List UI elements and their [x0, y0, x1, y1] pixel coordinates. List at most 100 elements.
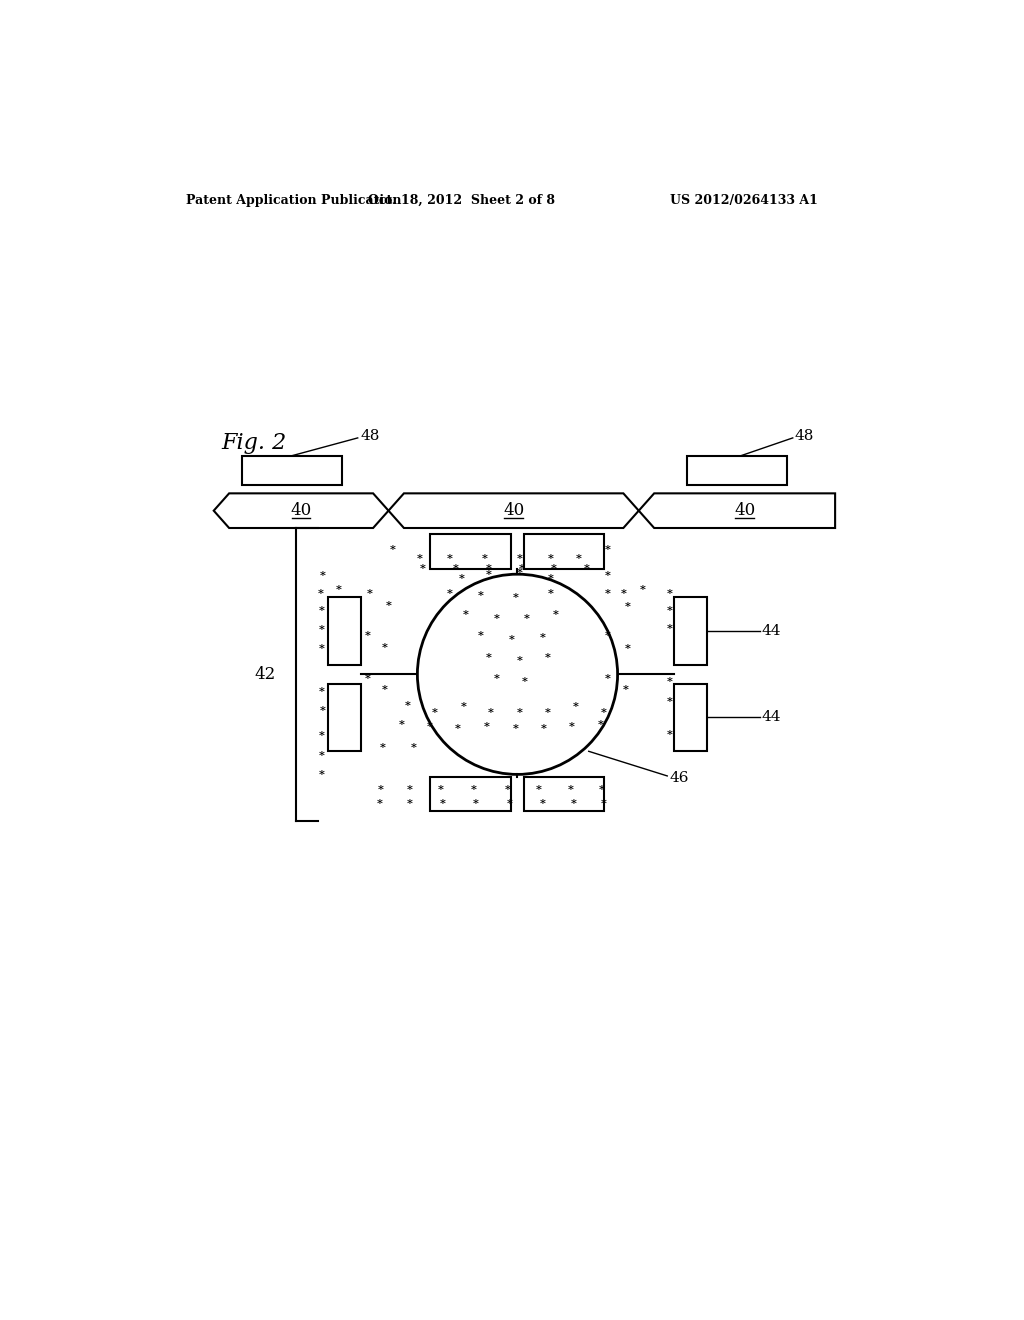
Text: *: *: [336, 585, 341, 595]
Text: *: *: [404, 700, 411, 710]
Text: 44: 44: [762, 710, 781, 725]
Text: *: *: [478, 631, 484, 642]
Text: *: *: [568, 784, 573, 795]
Text: *: *: [507, 799, 513, 809]
Text: *: *: [438, 784, 443, 795]
Text: *: *: [551, 564, 557, 574]
Text: 48: 48: [795, 429, 814, 442]
Text: *: *: [597, 719, 603, 730]
Text: *: *: [382, 684, 388, 696]
Text: Patent Application Publication: Patent Application Publication: [186, 194, 401, 207]
Text: *: *: [447, 587, 453, 599]
Text: *: *: [398, 719, 404, 730]
Text: *: *: [318, 730, 325, 742]
Bar: [430, 776, 511, 812]
Text: *: *: [460, 701, 466, 713]
Text: 42: 42: [255, 665, 275, 682]
Text: *: *: [541, 723, 547, 734]
Text: *: *: [482, 553, 487, 565]
Text: *: *: [575, 553, 582, 565]
Text: *: *: [667, 729, 673, 741]
Text: *: *: [494, 673, 500, 684]
Text: *: *: [601, 799, 607, 809]
Text: *: *: [485, 652, 492, 663]
Text: *: *: [420, 564, 426, 574]
Text: *: *: [318, 750, 325, 760]
Text: 40: 40: [291, 502, 311, 519]
Text: *: *: [513, 591, 518, 603]
Text: 44: 44: [762, 624, 781, 638]
Text: *: *: [426, 721, 432, 733]
Text: *: *: [524, 614, 530, 624]
Text: *: *: [513, 723, 518, 734]
Text: *: *: [378, 784, 384, 795]
Text: *: *: [547, 573, 553, 583]
Bar: [243, 455, 342, 484]
Text: 48: 48: [360, 429, 380, 442]
Text: *: *: [455, 723, 461, 734]
Text: *: *: [505, 784, 511, 795]
Text: *: *: [389, 544, 395, 556]
Text: *: *: [584, 564, 590, 574]
Text: *: *: [411, 742, 417, 752]
Text: *: *: [509, 634, 515, 645]
Bar: [674, 684, 707, 751]
Text: *: *: [432, 708, 437, 718]
Text: *: *: [599, 784, 605, 795]
Text: *: *: [667, 587, 673, 599]
Text: *: *: [569, 721, 574, 733]
Text: *: *: [667, 623, 673, 634]
Text: *: *: [605, 673, 611, 684]
Text: *: *: [494, 614, 500, 624]
Text: *: *: [318, 605, 325, 616]
Text: *: *: [605, 587, 611, 599]
Text: *: *: [667, 676, 673, 688]
Text: *: *: [519, 564, 524, 574]
Text: *: *: [516, 568, 522, 578]
Text: *: *: [572, 701, 579, 713]
Text: *: *: [667, 696, 673, 706]
Text: *: *: [365, 631, 371, 642]
Text: *: *: [625, 601, 630, 612]
Text: *: *: [318, 686, 325, 697]
Text: *: *: [536, 784, 542, 795]
Text: *: *: [439, 799, 445, 809]
Text: *: *: [547, 553, 553, 565]
Text: *: *: [321, 705, 326, 715]
Text: *: *: [470, 784, 476, 795]
Bar: [523, 535, 604, 569]
Text: 46: 46: [670, 771, 689, 785]
Text: *: *: [540, 632, 546, 643]
Bar: [329, 597, 360, 665]
Text: *: *: [483, 721, 489, 733]
Text: *: *: [667, 605, 673, 616]
Text: *: *: [601, 708, 607, 718]
Text: *: *: [318, 768, 325, 780]
Text: *: *: [318, 624, 325, 635]
Bar: [523, 776, 604, 812]
Text: *: *: [478, 590, 484, 602]
Bar: [687, 455, 787, 484]
Text: *: *: [485, 564, 492, 574]
Text: *: *: [553, 609, 558, 620]
Text: *: *: [516, 655, 522, 667]
Text: *: *: [407, 784, 413, 795]
Text: *: *: [547, 587, 553, 599]
Text: *: *: [605, 544, 611, 556]
Text: Fig. 2: Fig. 2: [221, 433, 287, 454]
Text: *: *: [321, 570, 326, 581]
Text: *: *: [516, 708, 522, 718]
Text: *: *: [447, 553, 453, 565]
Text: *: *: [640, 585, 645, 595]
Text: *: *: [623, 684, 629, 696]
Text: *: *: [386, 599, 391, 610]
Text: *: *: [382, 642, 388, 653]
Text: *: *: [540, 799, 546, 809]
Text: *: *: [318, 643, 325, 655]
Text: *: *: [365, 673, 371, 684]
Text: US 2012/0264133 A1: US 2012/0264133 A1: [670, 194, 817, 207]
Text: 40: 40: [734, 502, 756, 519]
Text: *: *: [621, 587, 627, 599]
Text: *: *: [459, 573, 465, 583]
Text: *: *: [545, 708, 551, 718]
